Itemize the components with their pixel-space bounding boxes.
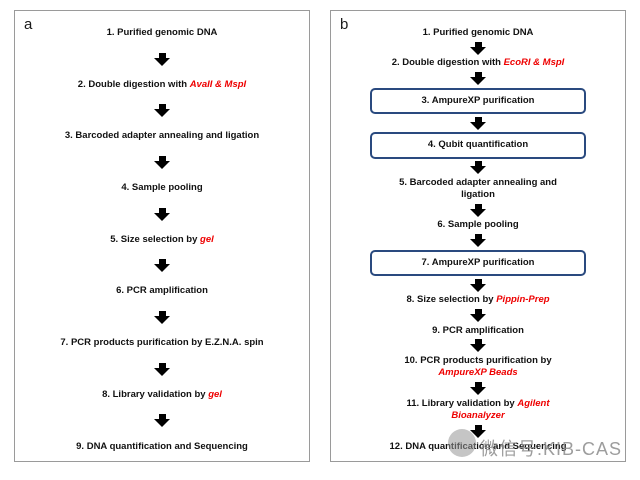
step-text: 2. Double digestion with — [77, 78, 190, 90]
highlighted-step-text: EcoRI & MspI — [503, 57, 565, 69]
step-text: 2. Double digestion with — [391, 57, 504, 69]
flow-step: 9. DNA quantification and Sequencing — [76, 441, 248, 453]
step-text: 5. Barcoded adapter annealing and ligati… — [399, 176, 557, 200]
flow-step: 7. AmpureXP purification — [370, 249, 586, 277]
highlighted-step-text: AmpureXP Beads — [438, 367, 518, 379]
step-text: 3. Barcoded adapter annealing and ligati… — [64, 130, 260, 142]
down-arrow-icon — [154, 207, 170, 221]
down-arrow-icon — [154, 104, 170, 118]
down-arrow-icon — [470, 116, 486, 130]
flow-step: 11. Library validation by Agilent Bioana… — [406, 398, 549, 423]
down-arrow-icon — [154, 414, 170, 428]
down-arrow-icon — [154, 155, 170, 169]
step-text: 1. Purified genomic DNA — [422, 27, 534, 38]
step-text: 8. Size selection by — [406, 294, 497, 306]
down-arrow-icon — [154, 52, 170, 66]
flow-step: 4. Qubit quantification — [370, 132, 586, 159]
flow-step: 2. Double digestion with EcoRI & MspI — [392, 57, 565, 69]
flow-step: 8. Library validation by gel — [102, 389, 222, 401]
down-arrow-icon — [470, 161, 486, 175]
flow-step: 7. PCR products purification by E.Z.N.A.… — [60, 337, 263, 349]
watermark-logo-circle — [448, 429, 476, 457]
step-text: 4. Sample pooling — [121, 182, 203, 194]
flow-step: 2. Double digestion with AvaII & MspI — [78, 79, 246, 91]
flowchart-a: 1. Purified genomic DNA 2. Double digesti… — [25, 27, 299, 453]
flow-step: 4. Sample pooling — [121, 182, 202, 194]
down-arrow-icon — [470, 424, 486, 438]
down-arrow-icon — [470, 234, 486, 248]
step-text: 9. DNA quantification and Sequencing — [76, 440, 248, 452]
flow-step: 6. PCR amplification — [116, 285, 208, 297]
down-arrow-icon — [154, 362, 170, 376]
down-arrow-icon — [154, 310, 170, 324]
highlighted-step-text: gel — [208, 388, 222, 400]
step-text: 1. Purified genomic DNA — [106, 27, 218, 38]
down-arrow-icon — [470, 41, 486, 55]
watermark-text: 微信号:KIB-CAS — [479, 439, 622, 459]
panel-b: b 1. Purified genomic DNA 2. Double diges… — [330, 10, 626, 462]
panel-a: a 1. Purified genomic DNA 2. Double diges… — [14, 10, 310, 462]
down-arrow-icon — [470, 309, 486, 323]
step-text: 3. AmpureXP purification — [421, 94, 535, 106]
highlighted-step-text: gel — [200, 233, 214, 245]
flow-step: 1. Purified genomic DNA — [107, 27, 218, 39]
flow-step: 5. Size selection by gel — [110, 234, 214, 246]
step-text: 7. AmpureXP purification — [421, 256, 535, 268]
flow-step: 3. Barcoded adapter annealing and ligati… — [65, 130, 259, 142]
step-text: 6. Sample pooling — [437, 219, 519, 231]
flow-step: 8. Size selection by Pippin-Prep — [406, 294, 549, 306]
step-text: 6. PCR amplification — [116, 285, 208, 297]
down-arrow-icon — [470, 382, 486, 396]
down-arrow-icon — [470, 278, 486, 292]
step-text: 11. Library validation by — [406, 397, 518, 409]
highlighted-step-text: Agilent Bioanalyzer — [451, 397, 550, 422]
flow-step: 1. Purified genomic DNA — [423, 27, 534, 39]
step-text: 5. Size selection by — [110, 233, 201, 245]
step-text: 7. PCR products purification by E.Z.N.A.… — [60, 337, 264, 349]
panel-a-label: a — [24, 16, 33, 33]
step-text: 4. Qubit quantification — [427, 139, 529, 151]
step-text: 8. Library validation by — [102, 388, 209, 400]
flow-step: 9. PCR amplification — [432, 325, 524, 337]
flow-step: 3. AmpureXP purification — [370, 87, 586, 115]
down-arrow-icon — [470, 203, 486, 217]
flow-step: 10. PCR products purification by AmpureX… — [404, 355, 551, 380]
panel-b-label: b — [340, 16, 349, 33]
down-arrow-icon — [470, 72, 486, 86]
down-arrow-icon — [154, 259, 170, 273]
step-text: 10. PCR products purification by — [404, 355, 552, 366]
flow-step: 6. Sample pooling — [437, 219, 518, 231]
step-text: 9. PCR amplification — [432, 324, 524, 336]
down-arrow-icon — [470, 339, 486, 353]
flow-step: 5. Barcoded adapter annealing and ligati… — [399, 177, 557, 202]
flowchart-b: 1. Purified genomic DNA 2. Double digesti… — [341, 27, 615, 453]
highlighted-step-text: AvaII & MspI — [189, 78, 247, 90]
highlighted-step-text: Pippin-Prep — [496, 294, 550, 306]
